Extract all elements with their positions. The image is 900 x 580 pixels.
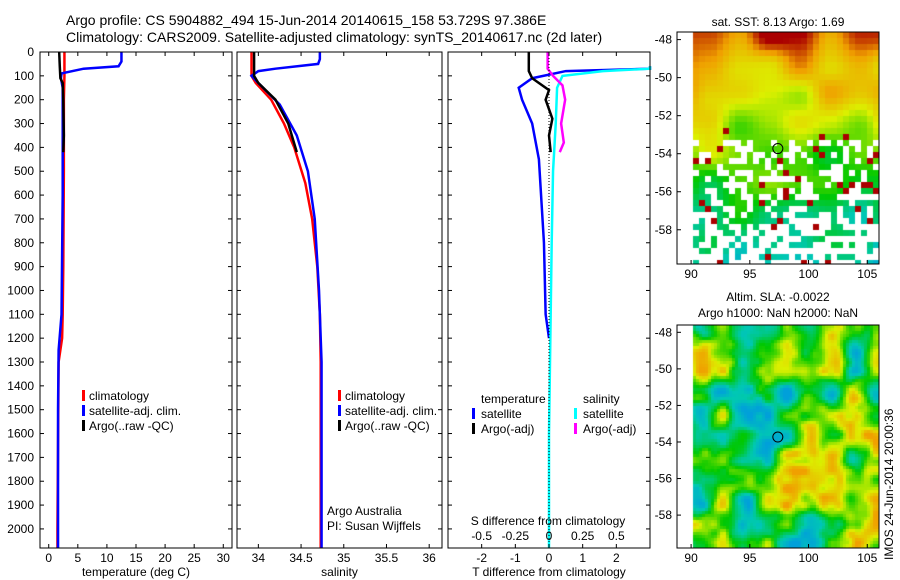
- y-tick-label: 1800: [7, 474, 34, 488]
- legend-swatch: [82, 405, 85, 416]
- x2-tick-label: 0: [546, 529, 553, 543]
- x-tick-label: 1: [579, 551, 586, 565]
- legend-label: Argo(-adj): [583, 422, 636, 436]
- legend-swatch: [472, 423, 475, 434]
- x-tick-label: 34.5: [289, 551, 313, 565]
- x-axis-label: temperature (deg C): [82, 565, 190, 579]
- legend-swatch: [338, 420, 341, 431]
- x-tick-label: 25: [188, 551, 202, 565]
- y-tick-label: 1100: [8, 307, 34, 321]
- series-line-s-argo-adj-: [546, 52, 567, 153]
- series-line-t-argo-adj-: [527, 52, 554, 153]
- y-tick-label: 200: [14, 93, 34, 107]
- sla-map-image: [677, 325, 879, 548]
- y-tick-label: 800: [14, 236, 34, 250]
- y-tick-label: 500: [14, 164, 34, 178]
- title-line-2: Climatology: CARS2009. Satellite-adjuste…: [66, 29, 603, 45]
- x-axis-label: salinity: [321, 565, 358, 579]
- legend-swatch: [82, 420, 85, 431]
- y-tick-label: 700: [14, 212, 34, 226]
- legend-title-salinity: salinity: [583, 392, 620, 406]
- x-tick-label: 30: [217, 551, 231, 565]
- axes-box: [236, 51, 443, 549]
- legend-swatch: [574, 408, 577, 419]
- series-line-climatology: [250, 52, 322, 548]
- x2-tick-label: -0.5: [471, 529, 492, 543]
- x-tick-label: -2: [476, 551, 487, 565]
- x-tick-label: 35: [337, 551, 351, 565]
- axes-box: [39, 51, 233, 549]
- x-axis-label: T difference from climatology: [472, 565, 626, 579]
- x2-tick-label: -0.25: [502, 529, 530, 543]
- x-tick-label: 0: [546, 551, 553, 565]
- y-tick-label: 600: [14, 188, 34, 202]
- legend-label: Argo(-adj): [481, 422, 534, 436]
- legend-title-temperature: temperature: [481, 392, 546, 406]
- legend-label: Argo(..raw -QC): [89, 419, 174, 433]
- legend-label: climatology: [89, 389, 149, 403]
- series-line-s-satellite: [547, 66, 652, 548]
- x-tick-label: 0: [45, 551, 52, 565]
- x-tick-label: 34: [252, 551, 266, 565]
- x2-tick-label: 0.25: [571, 529, 595, 543]
- y-tick-label: 1400: [7, 379, 34, 393]
- y-tick-label: 1300: [7, 355, 34, 369]
- x-tick-label: -1: [510, 551, 521, 565]
- x-tick-label: 5: [74, 551, 81, 565]
- x-tick-label: 10: [100, 551, 114, 565]
- legend-label: climatology: [345, 389, 405, 403]
- series-line-t-satellite: [517, 66, 652, 339]
- y-tick-label: 0: [27, 45, 34, 59]
- x2-axis-label: S difference from climatology: [471, 514, 626, 528]
- sst-map-image: [677, 32, 879, 264]
- credit-text: IMOS 24-Jun-2014 20:00:36: [882, 408, 896, 560]
- y-tick-label: 2000: [7, 522, 34, 536]
- y-tick-label: 1700: [7, 450, 34, 464]
- y-tick-label: 1600: [7, 427, 34, 441]
- y-tick-label: 1500: [7, 403, 34, 417]
- x2-tick-label: 0.5: [608, 529, 625, 543]
- y-tick-label: 400: [14, 140, 34, 154]
- legend-label: satellite: [583, 407, 624, 421]
- x-tick-label: 36: [423, 551, 437, 565]
- legend-swatch: [472, 408, 475, 419]
- x-tick-label: 2: [613, 551, 620, 565]
- legend-label: Argo(..raw -QC): [345, 419, 430, 433]
- legend-label: satellite: [481, 407, 522, 421]
- series-line-argo-raw-qc-: [57, 51, 66, 153]
- legend-swatch: [82, 390, 85, 401]
- legend-label: satellite-adj. clim.: [89, 404, 181, 418]
- legend-swatch: [338, 390, 341, 401]
- title-line-1: Argo profile: CS 5904882_494 15-Jun-2014…: [66, 12, 547, 28]
- series-line-satellite-adj-clim-: [56, 52, 123, 548]
- y-tick-label: 300: [14, 117, 34, 131]
- y-tick-label: 1200: [7, 331, 34, 345]
- y-tick-label: 100: [14, 69, 34, 83]
- series-line-argo-raw-qc-: [252, 52, 298, 153]
- x-tick-label: 35.5: [375, 551, 399, 565]
- x-tick-label: 20: [158, 551, 172, 565]
- x-tick-label: 15: [129, 551, 143, 565]
- y-tick-label: 1000: [7, 283, 34, 297]
- legend-swatch: [338, 405, 341, 416]
- legend-label: satellite-adj. clim.: [345, 404, 437, 418]
- annotation: Argo Australia: [327, 504, 402, 518]
- y-tick-label: 1900: [7, 498, 34, 512]
- legend-swatch: [574, 423, 577, 434]
- annotation: PI: Susan Wijffels: [327, 519, 421, 533]
- y-tick-label: 900: [14, 260, 34, 274]
